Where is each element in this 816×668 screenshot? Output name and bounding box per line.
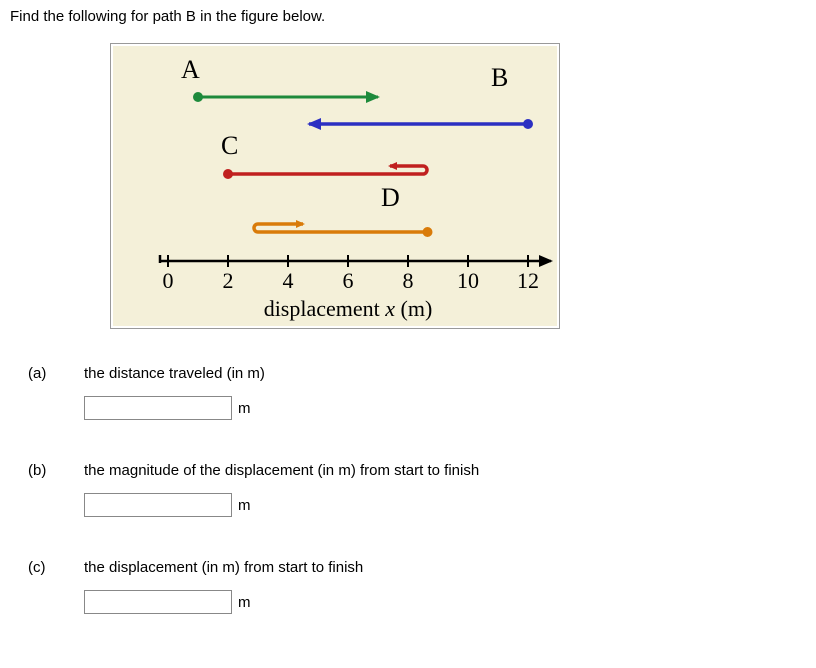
question-c-label: (c)	[10, 559, 84, 614]
svg-text:8: 8	[403, 268, 414, 293]
svg-text:10: 10	[457, 268, 479, 293]
svg-text:C: C	[221, 131, 238, 160]
svg-text:B: B	[491, 63, 508, 92]
svg-text:displacement x (m): displacement x (m)	[264, 296, 433, 321]
question-c-text: the displacement (in m) from start to fi…	[84, 559, 806, 576]
figure: 0 2 4 6 8 10 12 displacement x (m) A B C D	[113, 46, 557, 326]
answer-b-input[interactable]	[84, 493, 232, 517]
answer-a-unit: m	[238, 400, 251, 417]
question-b-label: (b)	[10, 462, 84, 517]
question-list: (a) the distance traveled (in m) m (b) t…	[10, 365, 806, 614]
figure-svg: 0 2 4 6 8 10 12 displacement x (m) A B C D	[113, 46, 557, 326]
svg-text:4: 4	[283, 268, 294, 293]
question-a-label: (a)	[10, 365, 84, 420]
svg-text:6: 6	[343, 268, 354, 293]
svg-text:0: 0	[163, 268, 174, 293]
answer-c-input[interactable]	[84, 590, 232, 614]
question-c: (c) the displacement (in m) from start t…	[10, 559, 806, 614]
answer-c-unit: m	[238, 594, 251, 611]
svg-text:12: 12	[517, 268, 539, 293]
question-a: (a) the distance traveled (in m) m	[10, 365, 806, 420]
figure-frame: 0 2 4 6 8 10 12 displacement x (m) A B C D	[110, 43, 560, 329]
answer-b-unit: m	[238, 497, 251, 514]
question-b: (b) the magnitude of the displacement (i…	[10, 462, 806, 517]
svg-text:2: 2	[223, 268, 234, 293]
question-b-text: the magnitude of the displacement (in m)…	[84, 462, 806, 479]
question-a-text: the distance traveled (in m)	[84, 365, 806, 382]
prompt: Find the following for path B in the fig…	[10, 8, 806, 25]
answer-a-input[interactable]	[84, 396, 232, 420]
svg-text:A: A	[181, 55, 200, 84]
svg-text:D: D	[381, 183, 400, 212]
